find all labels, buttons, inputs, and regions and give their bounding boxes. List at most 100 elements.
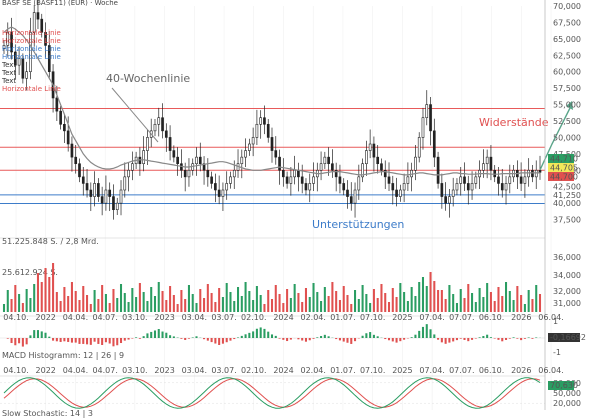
- legend-item[interactable]: Horizontale Linie: [2, 45, 61, 53]
- candle-body: [248, 143, 251, 151]
- macd-bar: [301, 338, 304, 341]
- volume-y-tick: 32,000: [553, 287, 581, 296]
- volume-bar: [282, 303, 285, 312]
- macd-bar: [346, 338, 349, 343]
- volume-bar: [116, 298, 119, 312]
- macd-bar: [270, 334, 274, 338]
- stoch-badge: [548, 381, 574, 390]
- candle-body: [523, 176, 527, 184]
- volume-bar: [327, 296, 330, 312]
- candle-body: [466, 183, 470, 191]
- x-tick-label: 03.04.: [182, 366, 207, 375]
- legend-item[interactable]: Horizontale Linie: [2, 29, 61, 37]
- volume-bar: [406, 301, 409, 312]
- volume-bar: [169, 286, 172, 312]
- legend-item[interactable]: Text: [1, 77, 16, 85]
- volume-bar: [180, 290, 183, 312]
- volume-bar: [10, 299, 13, 312]
- macd-bar: [255, 328, 258, 338]
- macd-bar: [297, 338, 300, 340]
- candle-body: [21, 58, 25, 79]
- volume-bar: [86, 295, 89, 312]
- macd-bar: [248, 332, 251, 338]
- macd-bar: [421, 326, 425, 338]
- candle-body: [168, 137, 172, 151]
- macd-bar: [146, 333, 149, 338]
- macd-bar: [410, 337, 413, 338]
- macd-bar: [40, 331, 43, 338]
- macd-bar: [520, 338, 523, 341]
- candle-body: [297, 169, 300, 178]
- volume-bar: [350, 304, 353, 312]
- macd-bar: [108, 338, 111, 344]
- volume-bar: [36, 273, 40, 312]
- macd-bar: [6, 338, 9, 339]
- trend-arrow: [539, 105, 572, 171]
- volume-bar: [78, 300, 81, 312]
- macd-bar: [391, 338, 394, 342]
- candle-body: [312, 176, 315, 184]
- x-tick-label: 06.04.: [538, 313, 563, 322]
- macd-bar: [455, 338, 458, 341]
- volume-bar: [142, 292, 145, 312]
- volume-bar: [127, 302, 130, 312]
- candle-body: [278, 156, 281, 171]
- macd-bar: [437, 338, 440, 340]
- x-tick-label: 07.10.: [360, 366, 385, 375]
- candle-body: [36, 12, 40, 20]
- volume-bar: [55, 292, 58, 312]
- macd-bar: [52, 338, 55, 341]
- legend-item[interactable]: Text: [1, 61, 16, 69]
- volume-bar: [108, 303, 111, 312]
- candle-body: [161, 117, 164, 132]
- macd-bar: [418, 330, 421, 338]
- legend-item[interactable]: Text: [1, 69, 16, 77]
- candle-body: [485, 156, 489, 165]
- volume-bar: [138, 283, 141, 312]
- volume-bar: [89, 304, 92, 312]
- volume-bar: [523, 304, 526, 312]
- volume-bar: [150, 287, 153, 312]
- candle-body: [225, 183, 229, 191]
- candle-body: [78, 163, 81, 178]
- macd-bar: [327, 336, 330, 338]
- macd-bar: [18, 338, 21, 344]
- macd-bar: [33, 330, 36, 338]
- volume-bar: [512, 300, 515, 312]
- volume-bar: [274, 285, 277, 312]
- candle-body: [531, 169, 534, 178]
- volume-bar: [286, 289, 289, 312]
- candle-body: [281, 169, 285, 178]
- stoch-badge-label: 70,630: [550, 381, 578, 390]
- candle-body: [47, 45, 51, 73]
- volume-bar: [444, 299, 447, 312]
- candle-body: [198, 156, 202, 165]
- y-tick-label: 41,250: [553, 191, 581, 200]
- macd-bar: [414, 334, 417, 338]
- volume-bar: [504, 282, 508, 312]
- legend-item[interactable]: Horizontale Linie: [2, 85, 61, 93]
- volume-bar: [471, 293, 474, 312]
- volume-bar: [493, 301, 496, 312]
- volume-bar: [153, 296, 157, 312]
- volume-bar: [252, 300, 255, 312]
- candle-body: [459, 176, 463, 184]
- volume-bar: [391, 288, 394, 312]
- candle-body: [497, 176, 500, 184]
- candle-body: [527, 169, 531, 178]
- volume-bar: [437, 290, 440, 312]
- volume-bar: [474, 302, 477, 312]
- macd-bar: [229, 338, 232, 341]
- macd-bar: [55, 338, 58, 342]
- macd-bar: [467, 338, 470, 342]
- macd-bar: [191, 337, 194, 338]
- macd-bar: [214, 338, 217, 344]
- candle-body: [463, 176, 466, 184]
- candle-body: [263, 117, 266, 125]
- volume-bar: [361, 285, 364, 312]
- legend-item[interactable]: Horizontale Linie: [2, 53, 61, 61]
- candle-body: [202, 163, 206, 171]
- legend-item[interactable]: Horizontale Linie: [2, 37, 61, 45]
- macd-bar: [29, 335, 32, 338]
